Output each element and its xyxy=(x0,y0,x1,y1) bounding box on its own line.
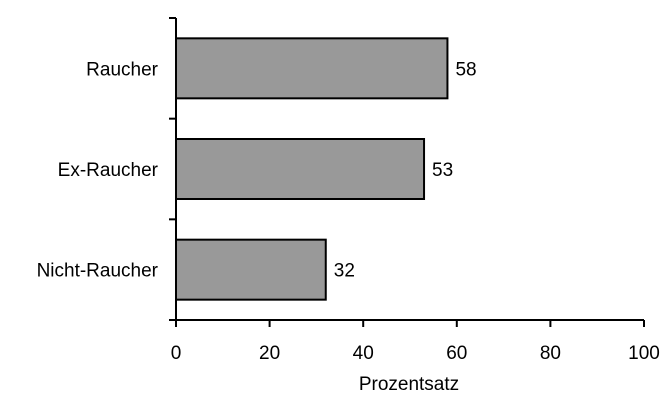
bar-0 xyxy=(175,37,449,100)
x-tick-label-2: 40 xyxy=(353,343,374,364)
category-label-0: Raucher xyxy=(86,59,158,80)
data-label-1: 53 xyxy=(432,160,453,181)
data-label-0: 58 xyxy=(455,59,476,80)
bar-1 xyxy=(175,138,426,200)
x-tick-label-3: 60 xyxy=(446,343,467,364)
x-tick-label-0: 0 xyxy=(171,343,182,364)
category-label-2: Nicht-Raucher xyxy=(37,261,159,282)
data-label-2: 32 xyxy=(334,261,355,282)
bar-2 xyxy=(175,238,327,301)
x-tick-label-1: 20 xyxy=(259,343,280,364)
x-axis-title: Prozentsatz xyxy=(359,374,459,395)
x-tick-label-4: 80 xyxy=(540,343,561,364)
category-label-1: Ex-Raucher xyxy=(58,160,159,181)
x-tick-label-5: 100 xyxy=(628,343,660,364)
